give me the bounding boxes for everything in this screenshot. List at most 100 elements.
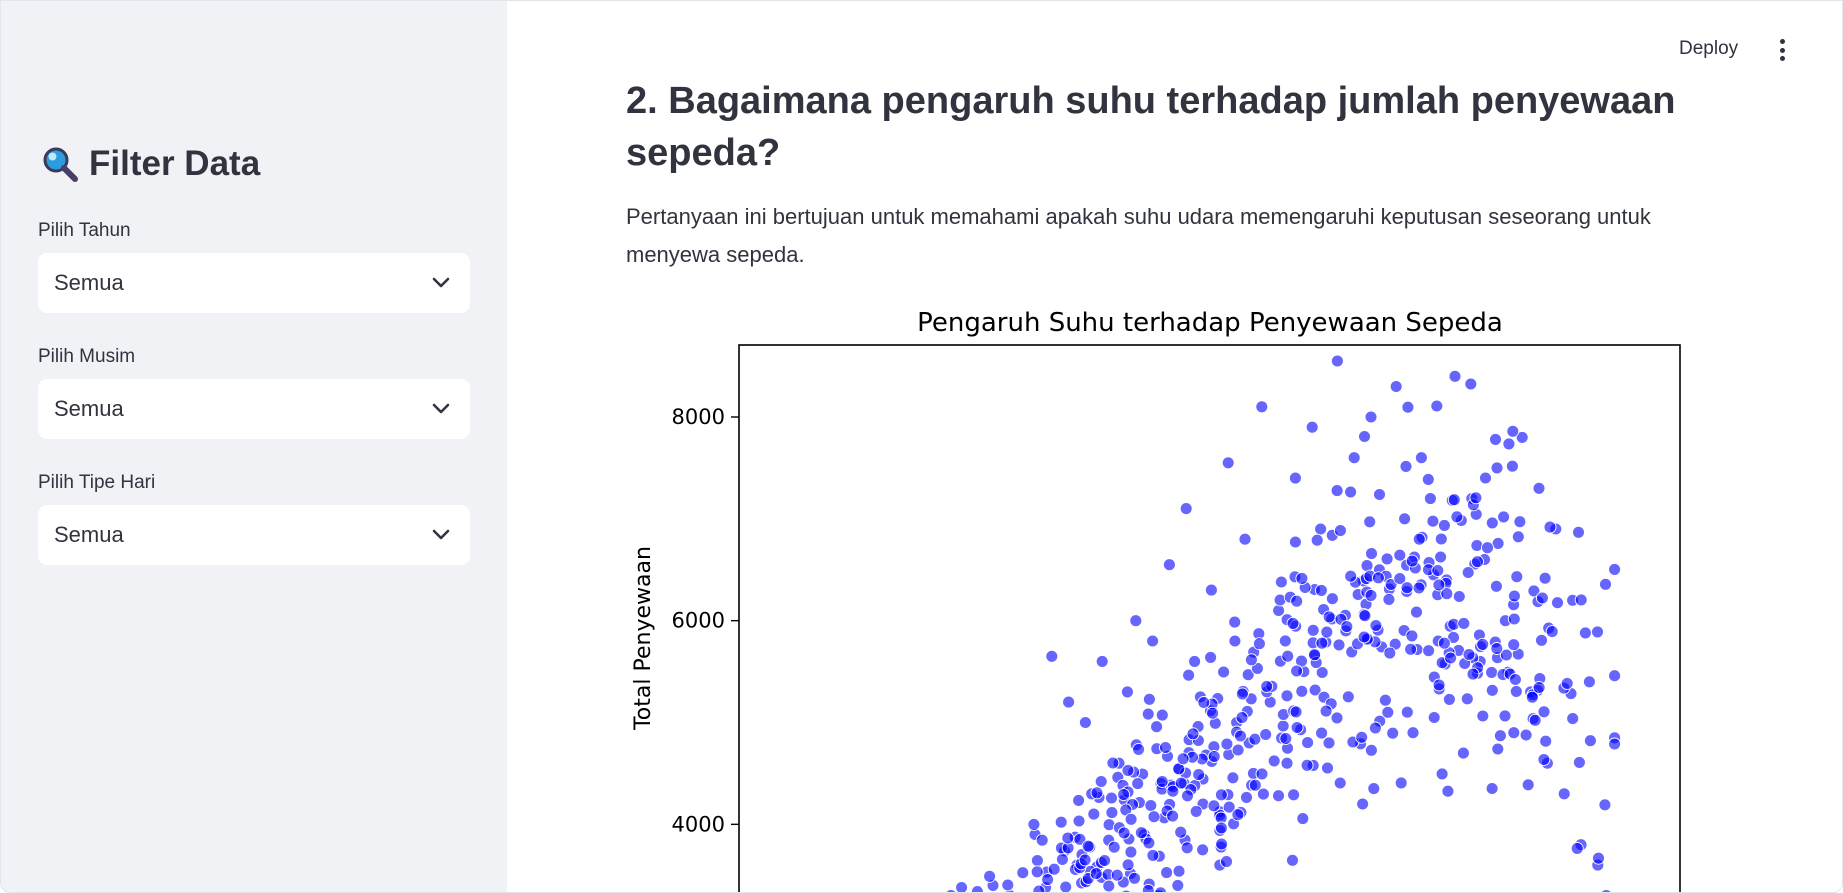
scatter-point bbox=[1001, 878, 1015, 892]
scatter-point bbox=[1259, 728, 1273, 741]
y-axis-ticks: 2000400060008000 bbox=[672, 405, 739, 836]
scatter-point bbox=[1447, 630, 1460, 644]
scatter-point bbox=[1090, 786, 1104, 800]
daytype-select[interactable]: Semua bbox=[38, 505, 470, 565]
scatter-point bbox=[1032, 884, 1046, 892]
scatter-point bbox=[1507, 589, 1521, 603]
scatter-point bbox=[1217, 665, 1231, 679]
scatter-point bbox=[1166, 809, 1180, 823]
scatter-point bbox=[1030, 854, 1044, 867]
scatter-point bbox=[1272, 604, 1286, 617]
scatter-point bbox=[1499, 648, 1513, 662]
scatter-point bbox=[1344, 569, 1358, 583]
scatter-point bbox=[1400, 705, 1414, 719]
scatter-point bbox=[1426, 514, 1440, 528]
scatter-point bbox=[1389, 380, 1403, 393]
year-select-value: Semua bbox=[54, 270, 124, 295]
scatter-point bbox=[1456, 746, 1470, 760]
scatter-point bbox=[1288, 471, 1302, 485]
scatter-point bbox=[1371, 571, 1385, 585]
scatter-point bbox=[1551, 596, 1564, 610]
page-description: Pertanyaan ini bertujuan untuk memahami … bbox=[626, 204, 1651, 267]
scatter-point bbox=[1241, 668, 1255, 682]
scatter-point bbox=[1330, 354, 1344, 368]
scatter-point bbox=[1490, 642, 1504, 655]
scatter-point bbox=[1364, 743, 1378, 757]
scatter-point bbox=[1435, 767, 1449, 781]
scatter-point bbox=[1054, 815, 1068, 829]
scatter-point bbox=[1591, 625, 1604, 639]
scatter-point bbox=[1121, 763, 1135, 777]
scatter-point bbox=[1608, 562, 1622, 576]
scatter-point bbox=[1290, 594, 1304, 608]
scatter-point bbox=[1405, 629, 1419, 643]
page-heading: 2. Bagaimana pengaruh suhu terhadap juml… bbox=[626, 80, 1676, 174]
scatter-point bbox=[1274, 575, 1288, 589]
scatter-point bbox=[1172, 864, 1186, 878]
scatter-point bbox=[1196, 843, 1210, 857]
scatter-point bbox=[1235, 687, 1249, 701]
scatter-point bbox=[1527, 584, 1541, 598]
scatter-point bbox=[1308, 648, 1322, 662]
season-select[interactable]: Semua bbox=[38, 379, 470, 439]
scatter-point bbox=[1400, 581, 1414, 595]
scatter-point bbox=[1490, 461, 1504, 475]
scatter-point bbox=[1204, 650, 1218, 664]
scatter-point bbox=[1296, 812, 1310, 826]
scatter-point bbox=[1476, 637, 1490, 651]
scatter-point bbox=[1087, 807, 1101, 821]
scatter-point bbox=[1176, 752, 1190, 766]
scatter-point bbox=[1535, 591, 1549, 605]
scatter-point bbox=[1330, 484, 1344, 498]
scatter-point bbox=[1321, 761, 1334, 775]
scatter-point bbox=[1214, 788, 1228, 802]
scatter-point bbox=[1485, 683, 1499, 697]
scatter-point bbox=[1566, 712, 1580, 726]
scatter-point bbox=[1532, 481, 1546, 495]
scatter-point bbox=[1332, 638, 1346, 652]
scatter-point bbox=[1511, 530, 1525, 544]
scatter-point bbox=[1355, 730, 1369, 744]
scatter-point bbox=[1406, 726, 1420, 740]
filter-daytype: Pilih Tipe Hari Semua bbox=[38, 472, 470, 565]
deploy-button[interactable]: Deploy bbox=[1679, 38, 1739, 59]
scatter-point bbox=[1333, 524, 1347, 538]
scatter-point bbox=[1543, 520, 1557, 534]
scatter-point bbox=[1062, 695, 1076, 709]
filter-year-label: Pilih Tahun bbox=[38, 220, 131, 241]
scatter-point bbox=[1481, 541, 1494, 555]
scatter-point bbox=[1215, 837, 1229, 851]
scatter-point bbox=[1045, 649, 1059, 663]
scatter-point bbox=[1016, 866, 1030, 880]
scatter-point bbox=[1485, 665, 1499, 679]
scatter-point bbox=[1476, 709, 1490, 723]
scatter-point bbox=[1432, 678, 1446, 692]
scatter-point bbox=[1102, 879, 1116, 892]
scatter-point bbox=[1368, 721, 1382, 735]
scatter-point bbox=[1314, 583, 1328, 597]
scatter-point bbox=[1600, 889, 1612, 892]
scatter-point bbox=[1105, 806, 1119, 820]
scatter-point bbox=[1142, 836, 1156, 850]
scatter-point bbox=[1214, 821, 1228, 835]
kebab-menu-icon[interactable] bbox=[1773, 37, 1791, 63]
scatter-point bbox=[1532, 681, 1546, 694]
scatter-point bbox=[1129, 614, 1143, 628]
scatter-point bbox=[1134, 826, 1148, 840]
scatter-point bbox=[1131, 777, 1145, 791]
scatter-point bbox=[1181, 789, 1194, 803]
scatter-point bbox=[1179, 502, 1193, 516]
chevron-down-icon bbox=[432, 277, 450, 288]
scatter-point bbox=[1330, 711, 1344, 725]
scatter-point bbox=[1288, 535, 1302, 549]
scatter-point bbox=[1507, 612, 1521, 626]
scatter-point bbox=[1027, 817, 1041, 831]
scatter-point bbox=[1231, 743, 1245, 757]
year-select[interactable]: Semua bbox=[38, 253, 470, 313]
chart-title: Pengaruh Suhu terhadap Penyewaan Sepeda bbox=[917, 308, 1503, 338]
scatter-point bbox=[1186, 727, 1200, 741]
scatter-point bbox=[1141, 707, 1155, 721]
scatter-point bbox=[1322, 610, 1336, 624]
scatter-point bbox=[1110, 868, 1124, 882]
